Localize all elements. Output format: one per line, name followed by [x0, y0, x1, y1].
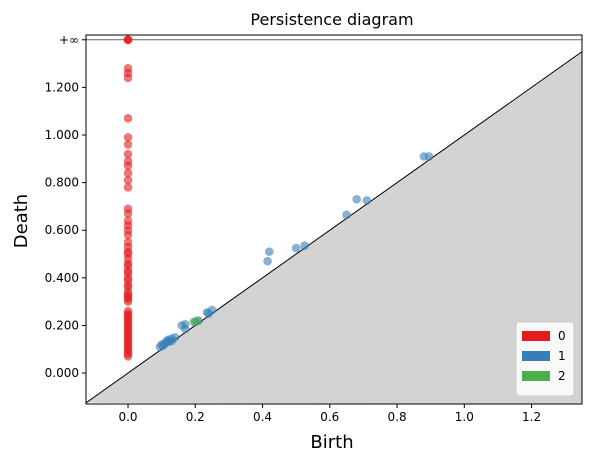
point-series-1 — [342, 210, 351, 220]
point-series-0 — [123, 168, 133, 178]
legend-swatch-2 — [522, 371, 550, 381]
point-series-0 — [123, 352, 133, 361]
y-tick-label: 1.000 — [45, 128, 79, 142]
point-series-1 — [180, 324, 190, 334]
plot-area: 0.0 0.2 0.4 0.6 0.8 1.0 1.2 0.000 0.200 0.400 0.60… — [45, 33, 583, 424]
point-series-0 — [123, 149, 133, 159]
legend-label-1: 1 — [558, 349, 566, 363]
x-tick-label: 0.6 — [320, 410, 339, 424]
point-series-1 — [263, 256, 272, 266]
y-axis-label: Death — [11, 194, 32, 248]
y-tick-label: 1.200 — [45, 80, 79, 94]
point-series-1 — [202, 308, 212, 317]
legend-label-2: 2 — [558, 369, 566, 383]
y-tick-label: 0.200 — [45, 318, 79, 332]
x-tick-label: 1.0 — [455, 410, 474, 424]
point-series-1 — [362, 196, 372, 205]
y-tick-label: 0.000 — [45, 366, 79, 380]
point-series-2 — [192, 316, 202, 325]
point-series-0 — [123, 114, 133, 123]
legend-label-0: 0 — [558, 329, 566, 343]
point-series-0 — [123, 175, 133, 185]
point-series-1 — [424, 152, 434, 161]
point-series-1 — [300, 241, 309, 250]
legend-swatch-1 — [522, 351, 550, 361]
point-series-0 — [123, 73, 133, 83]
x-axis-label: Birth — [310, 432, 353, 453]
point-series-0 — [123, 161, 133, 171]
point-series-1 — [167, 336, 177, 346]
plot-frame — [85, 34, 583, 405]
x-tick-label: 0.2 — [186, 410, 205, 424]
x-tick-label: 0.4 — [253, 410, 272, 424]
point-series-1 — [264, 247, 274, 256]
x-tick-label: 0.0 — [118, 410, 137, 424]
point-series-1 — [291, 243, 301, 253]
point-series-0 — [123, 140, 133, 149]
point-series-0 — [123, 183, 133, 192]
point-series-0 — [123, 35, 133, 45]
point-series-0 — [123, 297, 133, 306]
legend-swatch-0 — [522, 331, 550, 341]
points-group — [123, 35, 434, 361]
y-tick-label-infinity: +∞ — [59, 33, 79, 47]
point-series-1 — [352, 194, 361, 204]
y-tick-label: 0.600 — [45, 223, 79, 237]
point-series-0 — [123, 209, 133, 218]
y-tick-label: 0.400 — [45, 271, 79, 285]
point-series-0 — [123, 133, 133, 142]
x-tick-label: 0.8 — [388, 410, 407, 424]
chart-title: Persistence diagram — [250, 10, 413, 29]
x-tick-label: 1.2 — [522, 410, 541, 424]
y-tick-label: 0.800 — [45, 176, 79, 190]
point-series-1 — [159, 341, 168, 350]
point-series-0 — [123, 230, 133, 240]
